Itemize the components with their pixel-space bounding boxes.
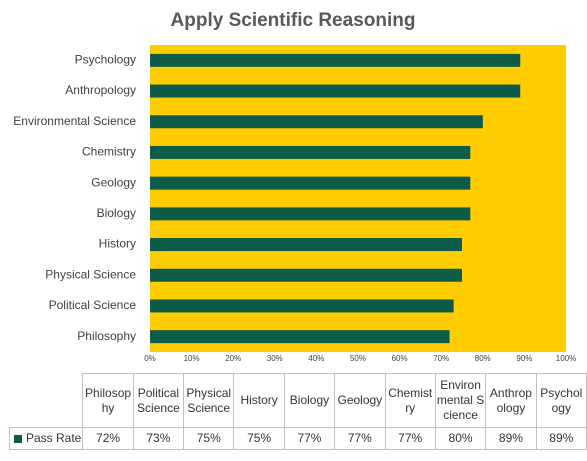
x-tick-label: 30% — [267, 354, 283, 363]
column-header: Geology — [334, 373, 386, 428]
column-header: Physical Science — [183, 373, 235, 428]
x-tick-label: 70% — [433, 354, 449, 363]
y-tick-label: History — [99, 237, 136, 251]
blank-cell — [10, 374, 83, 428]
bar — [150, 176, 471, 190]
x-tick-label: 80% — [475, 354, 491, 363]
column-header: Biology — [283, 373, 336, 428]
value-cell: 89% — [485, 427, 537, 450]
x-tick-label: 10% — [184, 354, 200, 363]
y-tick-label: Philosophy — [77, 329, 136, 343]
value-cell: 77% — [384, 427, 436, 450]
legend-label: Pass Rate — [26, 431, 82, 445]
bar — [150, 330, 450, 344]
y-tick-label: Environmental Science — [13, 114, 136, 128]
column-header: History — [233, 373, 285, 428]
legend-swatch — [14, 434, 22, 443]
value-cell: 75% — [183, 427, 235, 450]
x-tick-label: 20% — [225, 354, 241, 363]
data-row: Pass Rate 72% 73% 75% 75% 77% 77% 77% 80% 89% 89% — [8, 427, 587, 450]
y-tick-label: Political Science — [49, 298, 137, 312]
y-tick-label: Psychology — [75, 53, 136, 67]
bar — [150, 115, 483, 129]
value-cell: 77% — [283, 427, 336, 450]
data-table: Philosophy Political Science Physical Scie… — [8, 373, 587, 450]
header-row: Philosophy Political Science Physical Scie… — [10, 373, 587, 428]
x-tick-label: 60% — [392, 354, 408, 363]
y-tick-label: Physical Science — [45, 267, 136, 281]
legend-cell: Pass Rate — [8, 427, 84, 450]
value-cell: 80% — [434, 427, 487, 450]
value-cell: 75% — [233, 427, 285, 450]
x-tick-label: 0% — [144, 354, 156, 363]
bar — [150, 84, 521, 98]
chart: Apply Scientific Reasoning 0% 10% 20% 30% 40… — [13, 10, 576, 363]
bar — [150, 53, 521, 67]
column-header: Political Science — [132, 373, 185, 428]
column-header: Philosophy — [82, 373, 134, 428]
value-cell: 77% — [334, 427, 386, 450]
x-tick-label: 100% — [556, 354, 576, 363]
value-cell: 89% — [535, 427, 587, 450]
x-tick-label: 90% — [516, 354, 532, 363]
bar — [150, 145, 471, 159]
bar — [150, 207, 471, 221]
column-header: Environmental Science — [434, 373, 487, 428]
bar — [150, 268, 462, 282]
value-cell: 73% — [132, 427, 185, 450]
x-tick-label: 50% — [350, 354, 366, 363]
y-tick-label: Anthropology — [65, 83, 136, 97]
y-tick-label: Chemistry — [82, 145, 136, 159]
column-header: Chemistry — [384, 373, 436, 428]
column-header: Psychology — [535, 373, 587, 428]
y-tick-label: Geology — [91, 175, 136, 189]
bar — [150, 299, 454, 313]
column-header: Anthropology — [485, 373, 537, 428]
bar — [150, 238, 462, 252]
x-tick-label: 40% — [308, 354, 324, 363]
y-tick-label: Biology — [97, 206, 136, 220]
value-cell: 72% — [82, 427, 134, 450]
chart-title: Apply Scientific Reasoning — [171, 10, 416, 31]
